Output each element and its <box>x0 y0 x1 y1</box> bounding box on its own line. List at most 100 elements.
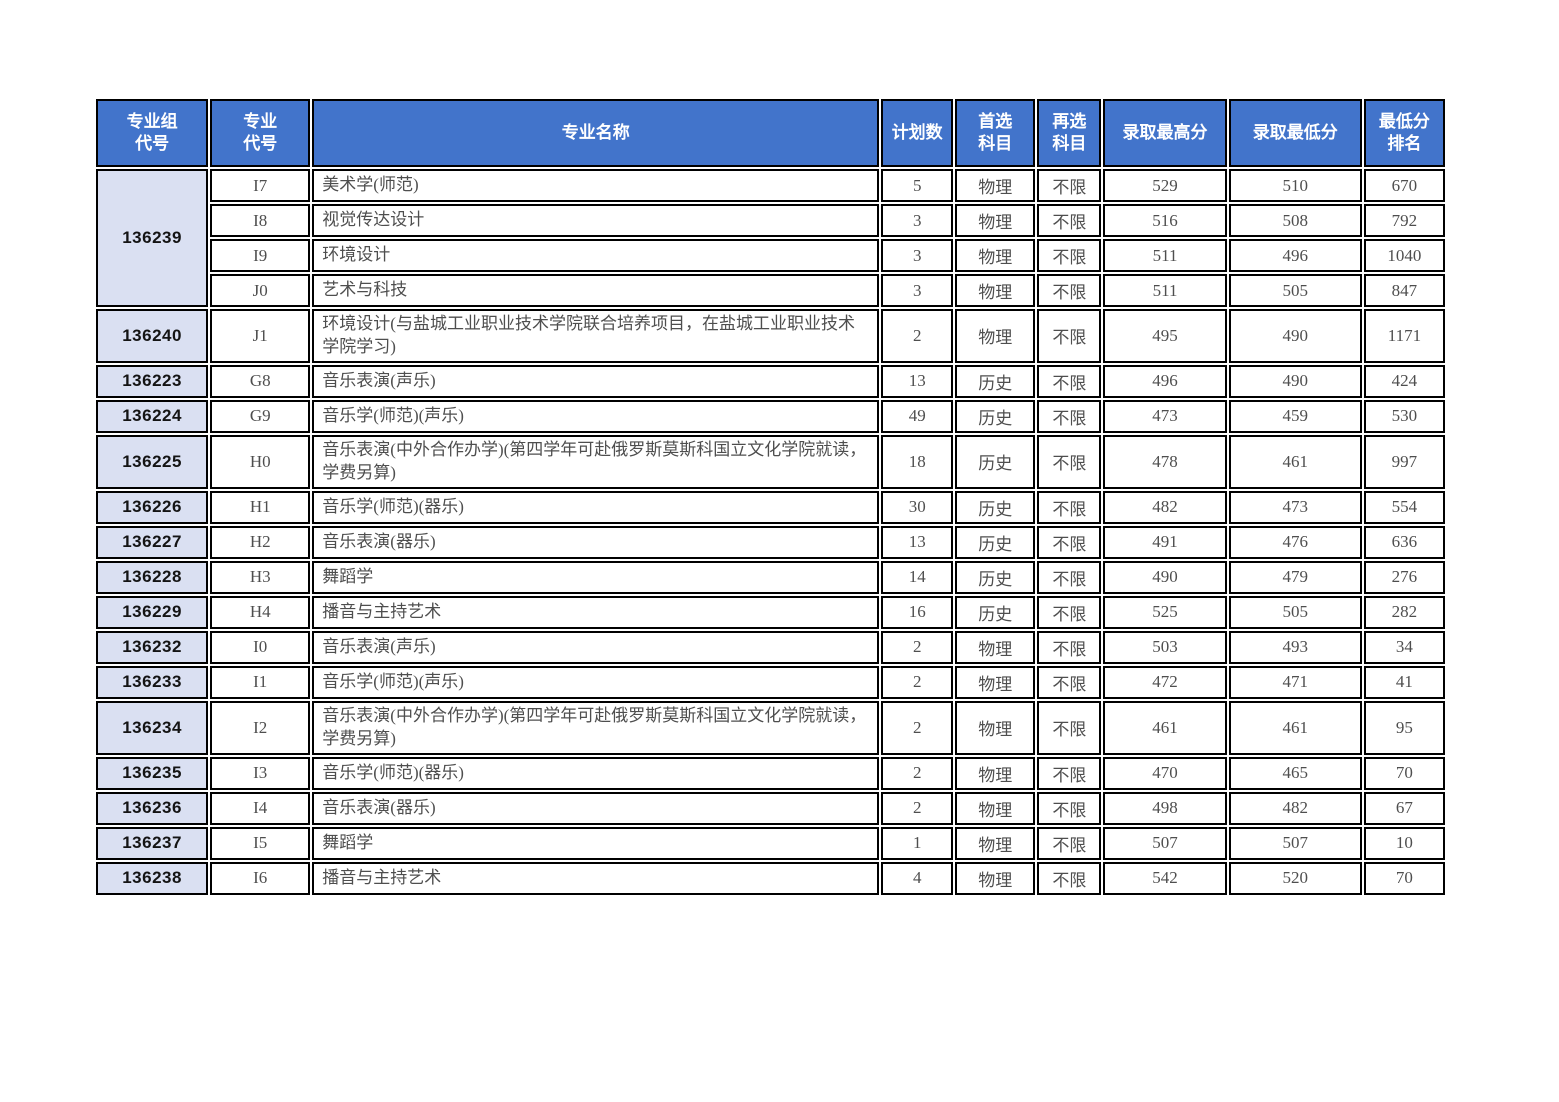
column-header-group-code: 专业组 代号 <box>96 99 209 167</box>
cell-max-score: 472 <box>1103 665 1227 699</box>
cell-min-rank: 1040 <box>1363 239 1445 272</box>
cell-major-name: 艺术与科技 <box>312 274 880 307</box>
cell-max-score: 507 <box>1103 826 1227 860</box>
cell-major-code: I9 <box>210 239 311 272</box>
table-row: I8 视觉传达设计 3 物理 不限 516 508 792 <box>96 204 1445 237</box>
cell-min-rank: 792 <box>1363 204 1445 237</box>
cell-first-subject: 物理 <box>955 309 1036 363</box>
cell-min-rank: 636 <box>1363 525 1445 559</box>
cell-plan-count: 16 <box>881 595 954 629</box>
column-header-major-code: 专业 代号 <box>210 99 311 167</box>
cell-major-code: I8 <box>210 204 311 237</box>
cell-major-name: 音乐学(师范)(声乐) <box>312 399 880 433</box>
cell-second-subject: 不限 <box>1037 169 1102 202</box>
cell-major-code: H0 <box>210 434 311 489</box>
cell-first-subject: 历史 <box>955 595 1036 629</box>
cell-second-subject: 不限 <box>1037 861 1102 895</box>
cell-min-rank: 276 <box>1363 560 1445 594</box>
cell-second-subject: 不限 <box>1037 560 1102 594</box>
cell-major-name: 音乐表演(器乐) <box>312 525 880 559</box>
cell-max-score: 542 <box>1103 861 1227 895</box>
cell-min-score: 510 <box>1228 169 1362 202</box>
admissions-table-container: 专业组 代号 专业 代号 专业名称 计划数 首选 科目 再选 科目 录取最高分 … <box>94 97 1447 897</box>
cell-second-subject: 不限 <box>1037 525 1102 559</box>
cell-max-score: 473 <box>1103 399 1227 433</box>
cell-min-score: 520 <box>1228 861 1362 895</box>
cell-min-score: 461 <box>1228 700 1362 755</box>
cell-first-subject: 历史 <box>955 490 1036 524</box>
cell-min-rank: 41 <box>1363 665 1445 699</box>
cell-group-code: 136236 <box>96 791 209 825</box>
cell-min-score: 508 <box>1228 204 1362 237</box>
column-header-first-subject: 首选 科目 <box>955 99 1036 167</box>
cell-major-code: I4 <box>210 791 311 825</box>
cell-min-rank: 530 <box>1363 399 1445 433</box>
cell-major-name: 环境设计(与盐城工业职业技术学院联合培养项目，在盐城工业职业技术学院学习) <box>312 309 880 363</box>
column-header-second-subject: 再选 科目 <box>1037 99 1102 167</box>
table-body: 136239 I7 美术学(师范) 5 物理 不限 529 510 670 I8 视觉传达设计 3 物理… <box>96 169 1445 895</box>
cell-min-rank: 70 <box>1363 756 1445 790</box>
cell-min-score: 493 <box>1228 630 1362 664</box>
table-row: 136226 H1 音乐学(师范)(器乐) 30 历史 不限 482 473 554 <box>96 490 1445 524</box>
cell-max-score: 482 <box>1103 490 1227 524</box>
cell-major-code: H3 <box>210 560 311 594</box>
cell-plan-count: 2 <box>881 309 954 363</box>
cell-max-score: 498 <box>1103 791 1227 825</box>
cell-max-score: 461 <box>1103 700 1227 755</box>
cell-plan-count: 18 <box>881 434 954 489</box>
cell-max-score: 503 <box>1103 630 1227 664</box>
cell-min-score: 490 <box>1228 309 1362 363</box>
cell-min-score: 473 <box>1228 490 1362 524</box>
cell-second-subject: 不限 <box>1037 756 1102 790</box>
cell-major-name: 音乐学(师范)(器乐) <box>312 490 880 524</box>
cell-major-name: 环境设计 <box>312 239 880 272</box>
cell-second-subject: 不限 <box>1037 239 1102 272</box>
cell-max-score: 511 <box>1103 274 1227 307</box>
cell-major-name: 音乐表演(声乐) <box>312 364 880 398</box>
cell-min-rank: 1171 <box>1363 309 1445 363</box>
cell-min-score: 482 <box>1228 791 1362 825</box>
cell-plan-count: 1 <box>881 826 954 860</box>
cell-major-code: G8 <box>210 364 311 398</box>
cell-second-subject: 不限 <box>1037 826 1102 860</box>
cell-plan-count: 2 <box>881 630 954 664</box>
cell-first-subject: 物理 <box>955 274 1036 307</box>
table-row: 136229 H4 播音与主持艺术 16 历史 不限 525 505 282 <box>96 595 1445 629</box>
cell-group-code: 136237 <box>96 826 209 860</box>
table-row: 136233 I1 音乐学(师范)(声乐) 2 物理 不限 472 471 41 <box>96 665 1445 699</box>
cell-major-name: 音乐表演(声乐) <box>312 630 880 664</box>
cell-major-name: 舞蹈学 <box>312 826 880 860</box>
cell-plan-count: 49 <box>881 399 954 433</box>
cell-group-code: 136240 <box>96 309 209 363</box>
cell-major-code: I0 <box>210 630 311 664</box>
cell-first-subject: 物理 <box>955 204 1036 237</box>
cell-min-score: 471 <box>1228 665 1362 699</box>
cell-first-subject: 物理 <box>955 791 1036 825</box>
cell-min-score: 479 <box>1228 560 1362 594</box>
cell-plan-count: 30 <box>881 490 954 524</box>
cell-first-subject: 历史 <box>955 434 1036 489</box>
cell-min-rank: 554 <box>1363 490 1445 524</box>
cell-max-score: 495 <box>1103 309 1227 363</box>
cell-plan-count: 2 <box>881 756 954 790</box>
header-row: 专业组 代号 专业 代号 专业名称 计划数 首选 科目 再选 科目 录取最高分 … <box>96 99 1445 167</box>
cell-first-subject: 物理 <box>955 169 1036 202</box>
cell-min-score: 505 <box>1228 595 1362 629</box>
cell-first-subject: 物理 <box>955 826 1036 860</box>
cell-group-code: 136224 <box>96 399 209 433</box>
table-row: 136223 G8 音乐表演(声乐) 13 历史 不限 496 490 424 <box>96 364 1445 398</box>
cell-plan-count: 5 <box>881 169 954 202</box>
cell-group-code: 136235 <box>96 756 209 790</box>
cell-min-score: 496 <box>1228 239 1362 272</box>
cell-min-rank: 847 <box>1363 274 1445 307</box>
cell-major-code: I3 <box>210 756 311 790</box>
cell-first-subject: 物理 <box>955 861 1036 895</box>
cell-max-score: 511 <box>1103 239 1227 272</box>
cell-plan-count: 2 <box>881 791 954 825</box>
cell-min-score: 507 <box>1228 826 1362 860</box>
cell-plan-count: 3 <box>881 274 954 307</box>
cell-min-rank: 424 <box>1363 364 1445 398</box>
cell-major-name: 舞蹈学 <box>312 560 880 594</box>
cell-group-code: 136228 <box>96 560 209 594</box>
